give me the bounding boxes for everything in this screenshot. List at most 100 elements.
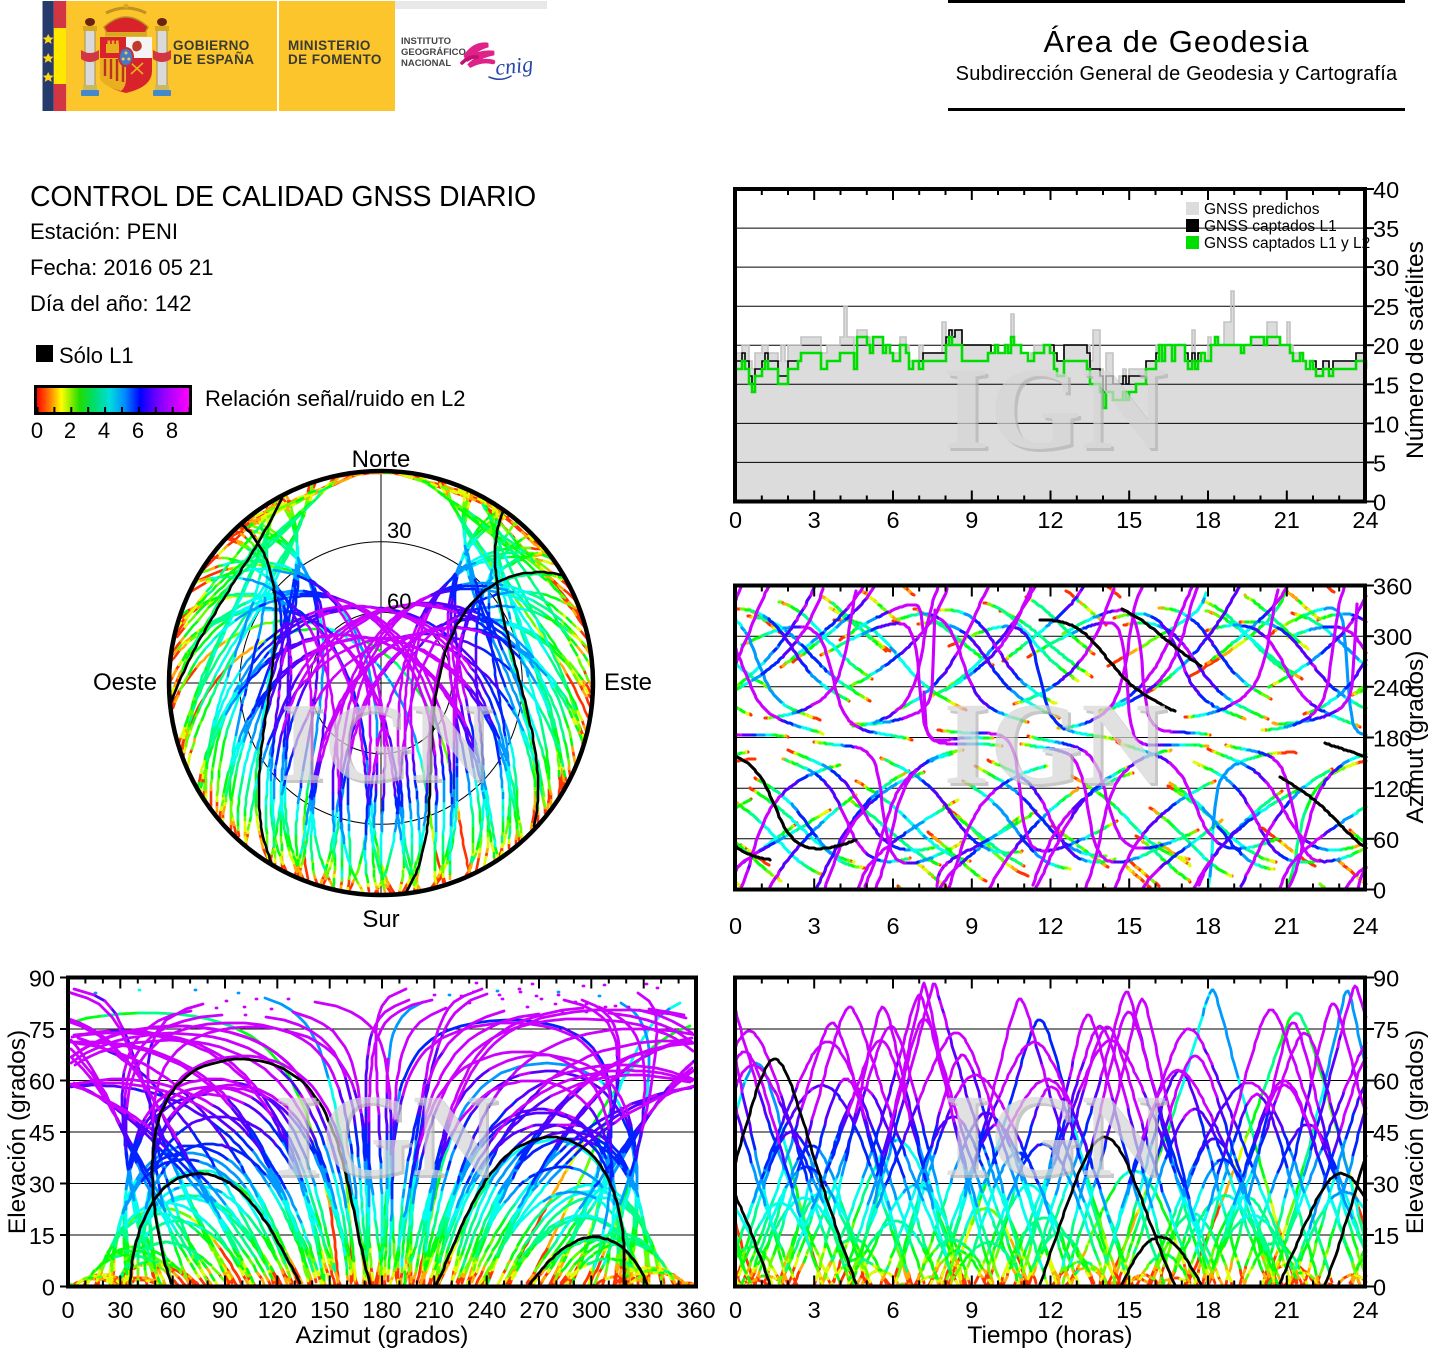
- svg-text:MINISTERIO: MINISTERIO: [288, 38, 371, 53]
- svg-text:5: 5: [1373, 450, 1386, 476]
- svg-text:GNSS predichos: GNSS predichos: [1204, 201, 1320, 218]
- svg-text:DE FOMENTO: DE FOMENTO: [288, 52, 382, 67]
- svg-text:9: 9: [965, 913, 978, 939]
- svg-text:6: 6: [886, 1297, 899, 1323]
- svg-text:15: 15: [1116, 507, 1142, 533]
- svg-text:360: 360: [1373, 574, 1412, 600]
- svg-text:45: 45: [1373, 1120, 1399, 1146]
- svg-text:90: 90: [1373, 966, 1399, 992]
- svg-text:15: 15: [1373, 372, 1399, 398]
- svg-text:IGN: IGN: [947, 681, 1170, 812]
- svg-text:60: 60: [1373, 1069, 1399, 1095]
- svg-text:24: 24: [1352, 507, 1378, 533]
- svg-text:90: 90: [212, 1297, 238, 1323]
- svg-text:3: 3: [808, 913, 821, 939]
- svg-text:30: 30: [29, 1172, 55, 1198]
- svg-text:60: 60: [387, 589, 411, 614]
- svg-text:90: 90: [29, 966, 55, 992]
- svg-text:270: 270: [519, 1297, 558, 1323]
- svg-text:3: 3: [808, 507, 821, 533]
- svg-text:Oeste: Oeste: [93, 669, 157, 696]
- svg-text:18: 18: [1195, 913, 1221, 939]
- svg-text:30: 30: [1373, 1172, 1399, 1198]
- svg-text:18: 18: [1195, 1297, 1221, 1323]
- svg-text:15: 15: [1116, 1297, 1142, 1323]
- svg-text:9: 9: [965, 507, 978, 533]
- svg-text:30: 30: [387, 518, 411, 543]
- svg-text:300: 300: [572, 1297, 611, 1323]
- svg-text:IGN: IGN: [944, 678, 1167, 809]
- svg-text:9: 9: [965, 1297, 978, 1323]
- svg-text:150: 150: [310, 1297, 349, 1323]
- svg-text:0: 0: [1373, 1275, 1386, 1301]
- svg-text:Azimut (grados): Azimut (grados): [296, 1322, 469, 1349]
- svg-text:6: 6: [886, 913, 899, 939]
- svg-text:GEOGRÁFICO: GEOGRÁFICO: [401, 47, 466, 58]
- svg-text:24: 24: [1352, 913, 1378, 939]
- svg-text:120: 120: [258, 1297, 297, 1323]
- svg-text:24: 24: [1352, 1297, 1378, 1323]
- svg-text:GOBIERNO: GOBIERNO: [173, 38, 250, 53]
- svg-text:IGN: IGN: [944, 1070, 1167, 1201]
- svg-text:6: 6: [886, 507, 899, 533]
- svg-text:25: 25: [1373, 294, 1399, 320]
- svg-text:Norte: Norte: [352, 446, 411, 473]
- svg-text:60: 60: [29, 1069, 55, 1095]
- svg-text:GNSS captados L1 y L2: GNSS captados L1 y L2: [1204, 235, 1370, 252]
- svg-text:75: 75: [1373, 1017, 1399, 1043]
- svg-text:10: 10: [1373, 411, 1399, 437]
- svg-text:180: 180: [1373, 726, 1412, 752]
- svg-text:IGN: IGN: [278, 1073, 501, 1204]
- svg-text:35: 35: [1373, 216, 1399, 242]
- svg-text:60: 60: [160, 1297, 186, 1323]
- svg-text:18: 18: [1195, 507, 1221, 533]
- svg-text:Elevación (grados): Elevación (grados): [4, 1030, 31, 1234]
- svg-text:IGN: IGN: [275, 1070, 498, 1201]
- svg-text:Sur: Sur: [362, 906, 399, 933]
- svg-text:12: 12: [1037, 913, 1063, 939]
- svg-text:21: 21: [1274, 507, 1300, 533]
- svg-text:0: 0: [729, 1297, 742, 1323]
- svg-text:15: 15: [29, 1223, 55, 1249]
- svg-text:45: 45: [29, 1120, 55, 1146]
- svg-text:12: 12: [1037, 507, 1063, 533]
- svg-text:DE ESPAÑA: DE ESPAÑA: [173, 52, 254, 67]
- svg-text:0: 0: [1373, 878, 1386, 904]
- svg-text:210: 210: [415, 1297, 454, 1323]
- svg-text:12: 12: [1037, 1297, 1063, 1323]
- svg-text:0: 0: [1373, 490, 1386, 516]
- svg-text:360: 360: [676, 1297, 715, 1323]
- svg-text:IGN: IGN: [944, 343, 1167, 474]
- svg-text:0: 0: [729, 507, 742, 533]
- svg-text:330: 330: [624, 1297, 663, 1323]
- svg-text:240: 240: [467, 1297, 506, 1323]
- svg-text:21: 21: [1274, 913, 1300, 939]
- svg-text:15: 15: [1116, 913, 1142, 939]
- svg-text:INSTITUTO: INSTITUTO: [401, 36, 451, 47]
- svg-text:0: 0: [42, 1275, 55, 1301]
- svg-text:Elevación (grados): Elevación (grados): [1402, 1030, 1429, 1234]
- svg-text:20: 20: [1373, 333, 1399, 359]
- svg-text:60: 60: [1373, 827, 1399, 853]
- svg-text:75: 75: [29, 1017, 55, 1043]
- svg-text:0: 0: [729, 913, 742, 939]
- svg-text:40: 40: [1373, 177, 1399, 203]
- svg-text:Número de satélites: Número de satélites: [1402, 241, 1429, 459]
- svg-text:cnig: cnig: [494, 51, 534, 80]
- svg-text:240: 240: [1373, 675, 1412, 701]
- svg-text:IGN: IGN: [947, 1073, 1170, 1204]
- svg-text:30: 30: [107, 1297, 133, 1323]
- svg-text:21: 21: [1274, 1297, 1300, 1323]
- svg-text:3: 3: [808, 1297, 821, 1323]
- svg-text:120: 120: [1373, 776, 1412, 802]
- svg-text:GNSS captados L1: GNSS captados L1: [1204, 218, 1337, 235]
- svg-text:NACIONAL: NACIONAL: [401, 58, 451, 69]
- svg-text:300: 300: [1373, 624, 1412, 650]
- svg-text:Este: Este: [604, 669, 652, 696]
- svg-text:IGN: IGN: [280, 681, 492, 805]
- svg-text:180: 180: [362, 1297, 401, 1323]
- svg-text:15: 15: [1373, 1223, 1399, 1249]
- svg-text:30: 30: [1373, 255, 1399, 281]
- svg-text:Tiempo (horas): Tiempo (horas): [967, 1322, 1132, 1349]
- svg-text:IGN: IGN: [283, 684, 495, 808]
